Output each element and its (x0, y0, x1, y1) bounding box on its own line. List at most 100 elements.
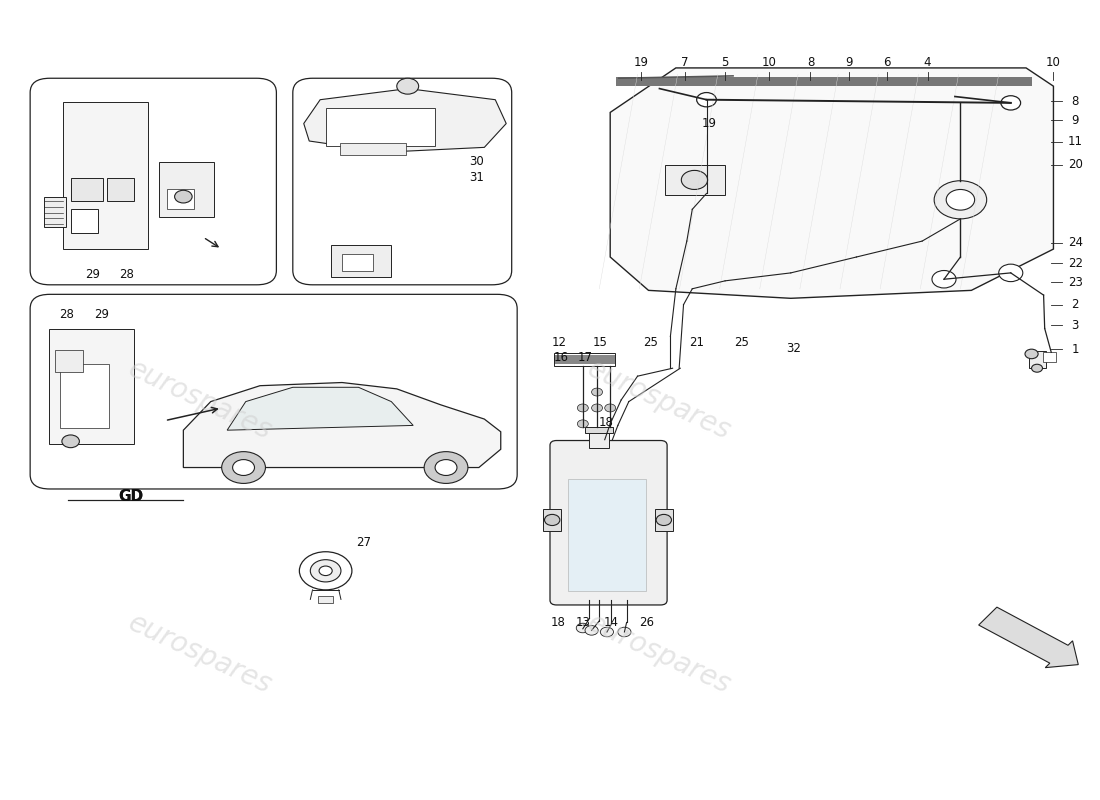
Text: 5: 5 (722, 56, 729, 69)
Circle shape (62, 435, 79, 448)
Bar (616, 77, 1032, 86)
Bar (342, 254, 373, 271)
Text: 26: 26 (639, 616, 653, 629)
Text: 15: 15 (593, 336, 608, 350)
Text: 25: 25 (734, 336, 749, 350)
Text: 3: 3 (1071, 319, 1079, 332)
Circle shape (934, 181, 987, 219)
Circle shape (932, 270, 956, 288)
Text: 25: 25 (644, 336, 658, 350)
Text: 27: 27 (356, 537, 372, 550)
Text: eurospares: eurospares (123, 609, 276, 700)
Circle shape (605, 404, 616, 412)
Text: 13: 13 (575, 616, 591, 629)
Circle shape (397, 78, 419, 94)
Text: 9: 9 (1071, 114, 1079, 127)
Circle shape (1025, 349, 1038, 358)
Text: 24: 24 (1068, 236, 1082, 250)
Bar (318, 596, 333, 602)
Text: GD: GD (119, 490, 143, 505)
Bar (331, 245, 392, 277)
Bar (554, 354, 615, 364)
Circle shape (425, 452, 468, 483)
Text: 22: 22 (1068, 257, 1082, 270)
Text: 31: 31 (470, 171, 484, 184)
Circle shape (436, 459, 456, 475)
Circle shape (319, 566, 332, 575)
Circle shape (578, 404, 588, 412)
Bar (1030, 350, 1046, 368)
Circle shape (544, 514, 560, 526)
Bar (656, 509, 672, 531)
Text: eurospares: eurospares (583, 354, 736, 446)
Text: 18: 18 (598, 416, 614, 429)
Polygon shape (227, 387, 414, 430)
Bar (590, 432, 609, 448)
FancyBboxPatch shape (30, 78, 276, 285)
Circle shape (696, 93, 716, 107)
Text: 28: 28 (58, 309, 74, 322)
Text: 10: 10 (761, 56, 777, 69)
Text: 16: 16 (553, 351, 569, 364)
Circle shape (618, 627, 631, 637)
Text: 28: 28 (119, 268, 134, 281)
Bar (160, 162, 215, 218)
Text: 8: 8 (806, 56, 814, 69)
Text: 32: 32 (786, 342, 802, 355)
Text: 10: 10 (1046, 56, 1060, 69)
Circle shape (585, 626, 598, 635)
Bar (70, 210, 98, 233)
Text: eurospares: eurospares (583, 609, 736, 700)
Text: 11: 11 (1068, 135, 1082, 148)
Circle shape (578, 420, 588, 428)
Text: 2: 2 (1071, 298, 1079, 311)
Bar (585, 427, 614, 434)
Circle shape (592, 404, 603, 412)
Circle shape (601, 627, 614, 637)
Bar (664, 165, 725, 195)
FancyArrow shape (979, 607, 1078, 668)
Bar (59, 364, 109, 428)
Circle shape (299, 552, 352, 590)
Circle shape (1032, 364, 1043, 372)
Polygon shape (610, 68, 1054, 298)
Text: 29: 29 (94, 309, 109, 322)
Circle shape (175, 190, 192, 203)
Circle shape (1001, 96, 1021, 110)
Circle shape (222, 452, 265, 483)
Text: 6: 6 (883, 56, 891, 69)
Text: 7: 7 (681, 56, 689, 69)
Bar (167, 190, 195, 210)
Bar (1043, 352, 1056, 362)
Polygon shape (618, 75, 734, 79)
Text: eurospares: eurospares (123, 354, 276, 446)
Circle shape (232, 459, 254, 475)
FancyBboxPatch shape (30, 294, 517, 489)
Text: 23: 23 (1068, 276, 1082, 289)
Text: 12: 12 (551, 336, 566, 350)
Polygon shape (304, 89, 506, 152)
Text: 14: 14 (604, 616, 619, 629)
Bar (554, 353, 615, 366)
Text: 18: 18 (550, 616, 565, 629)
Bar (326, 108, 436, 146)
Text: 17: 17 (578, 351, 593, 364)
Bar (44, 197, 66, 227)
Text: 9: 9 (845, 56, 853, 69)
Bar (107, 178, 134, 202)
Text: 30: 30 (470, 155, 484, 168)
Bar (48, 329, 134, 444)
Text: GD: GD (119, 490, 143, 505)
Circle shape (310, 560, 341, 582)
Bar (568, 479, 647, 590)
FancyBboxPatch shape (550, 441, 667, 605)
Polygon shape (184, 382, 500, 467)
Text: 1: 1 (1071, 342, 1079, 356)
Circle shape (946, 190, 975, 210)
Text: 19: 19 (634, 56, 648, 69)
Circle shape (576, 623, 590, 633)
Text: 20: 20 (1068, 158, 1082, 171)
Bar (543, 509, 561, 531)
Bar (340, 143, 406, 155)
Bar (70, 178, 103, 202)
